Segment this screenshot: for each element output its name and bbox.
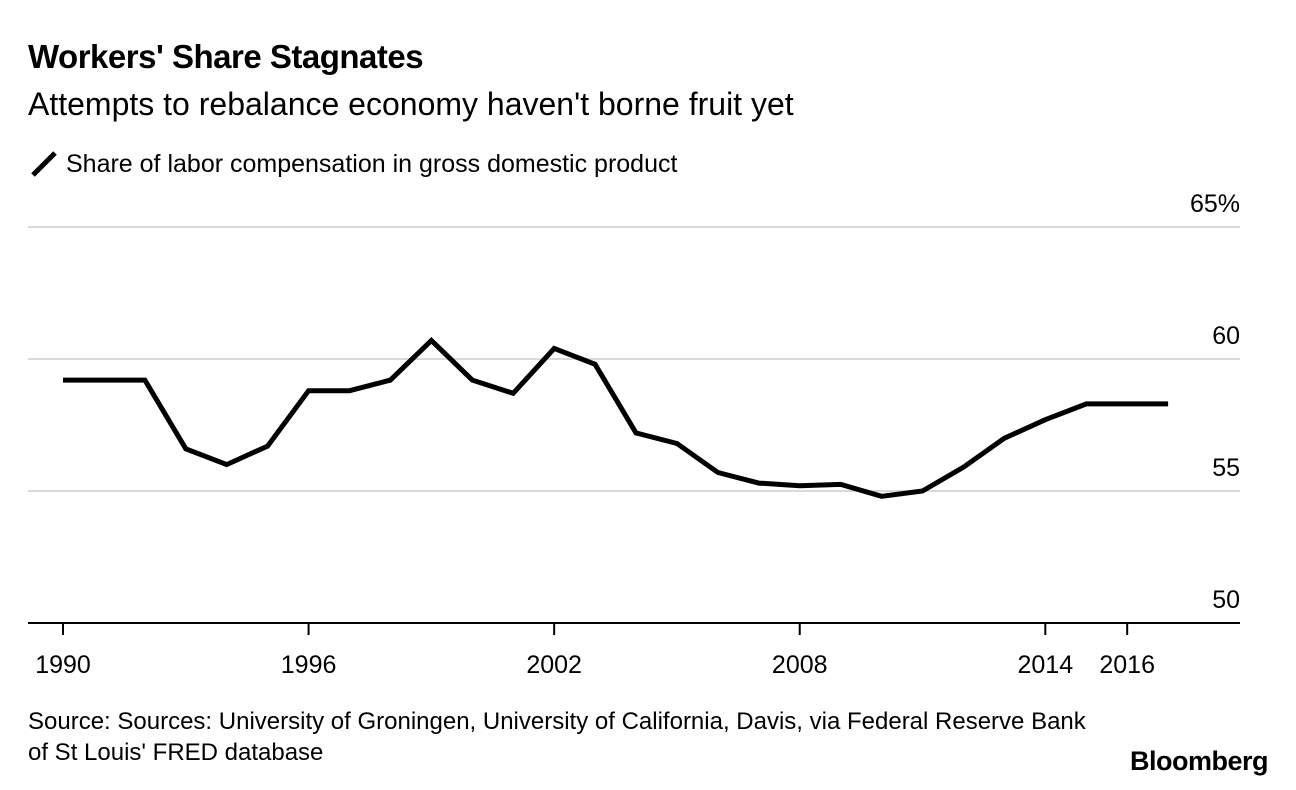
y-tick-labels: 50 55 60 65% xyxy=(1190,190,1240,614)
y-tick-label-65: 65% xyxy=(1190,190,1240,218)
x-tick-label-2016: 2016 xyxy=(1099,651,1155,679)
x-tick-label-2002: 2002 xyxy=(526,651,582,679)
chart-title: Workers' Share Stagnates xyxy=(28,38,424,75)
x-tick-label-2008: 2008 xyxy=(772,651,828,679)
x-tick-labels: 1990 1996 2002 2008 2014 2016 xyxy=(35,651,1155,679)
x-axis xyxy=(28,622,1240,635)
series-line-labor-share xyxy=(63,337,1169,499)
y-tick-label-50: 50 xyxy=(1212,586,1240,614)
x-tick-label-1996: 1996 xyxy=(281,651,337,679)
legend-line-swatch-icon xyxy=(31,151,57,177)
y-tick-label-55: 55 xyxy=(1212,454,1240,482)
x-tick-label-1990: 1990 xyxy=(35,651,91,679)
x-tick-label-2014: 2014 xyxy=(1018,651,1074,679)
legend-label: Share of labor compensation in gross dom… xyxy=(66,149,678,178)
y-tick-label-60: 60 xyxy=(1212,322,1240,350)
gridlines xyxy=(28,226,1240,492)
series-layer xyxy=(63,337,1169,499)
chart-legend: Share of labor compensation in gross dom… xyxy=(28,148,677,180)
bloomberg-logo: Bloomberg xyxy=(1129,746,1269,776)
source-note: Source: Sources: University of Groningen… xyxy=(28,708,1086,766)
chart-subtitle: Attempts to rebalance economy haven't bo… xyxy=(28,86,794,122)
